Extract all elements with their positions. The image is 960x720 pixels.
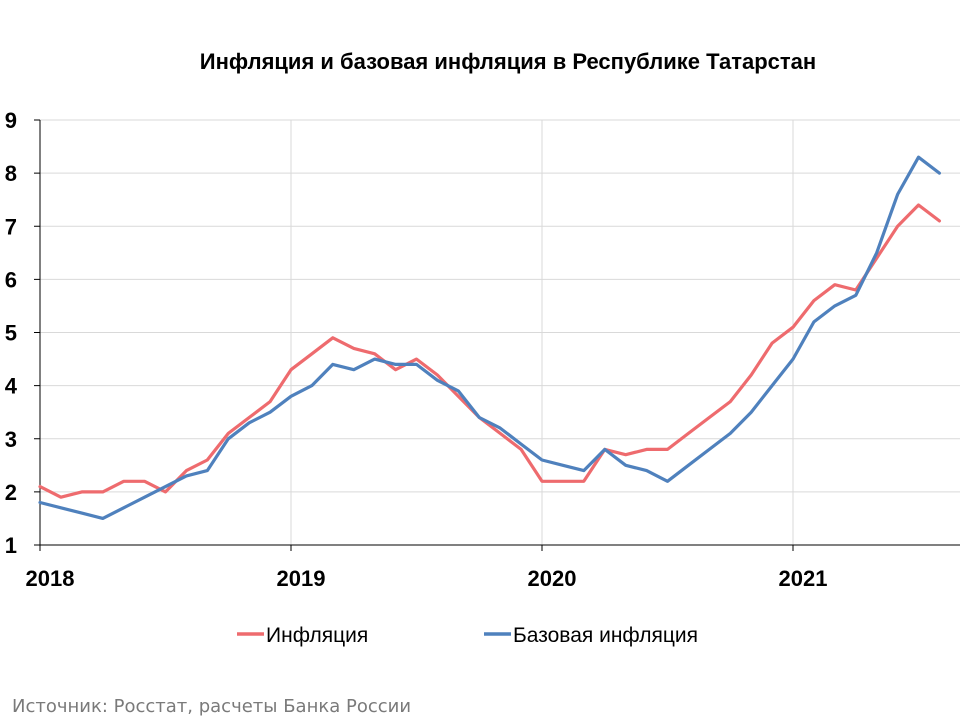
x-tick-label: 2018 <box>26 566 75 591</box>
axes <box>34 119 960 551</box>
y-tick-label: 4 <box>5 374 18 399</box>
x-tick-label: 2020 <box>528 566 577 591</box>
y-tick-label: 8 <box>5 161 17 186</box>
series-lines <box>38 155 942 521</box>
y-tick-label: 2 <box>5 480 17 505</box>
y-tick-label: 9 <box>5 108 17 133</box>
series-line-core-inflation <box>38 155 942 521</box>
legend-label: Базовая инфляция <box>513 624 698 647</box>
y-axis-ticks: 1 2 3 4 5 6 7 8 9 <box>5 108 18 558</box>
chart-title: Инфляция и базовая инфляция в Республике… <box>200 49 816 74</box>
y-tick-label: 6 <box>5 267 17 292</box>
series-line-inflation <box>38 203 942 499</box>
x-tick-label: 2021 <box>779 566 828 591</box>
x-axis-ticks: 2018 2019 2020 2021 <box>26 566 828 591</box>
y-tick-label: 7 <box>5 214 17 239</box>
legend: Инфляция Базовая инфляция <box>237 624 698 647</box>
grid <box>40 119 960 545</box>
y-tick-label: 1 <box>5 533 17 558</box>
legend-label: Инфляция <box>266 624 368 647</box>
x-tick-label: 2019 <box>277 566 326 591</box>
y-tick-label: 3 <box>5 427 17 452</box>
y-tick-label: 5 <box>5 321 17 346</box>
source-note: Источник: Росстат, расчеты Банка России <box>12 696 411 717</box>
